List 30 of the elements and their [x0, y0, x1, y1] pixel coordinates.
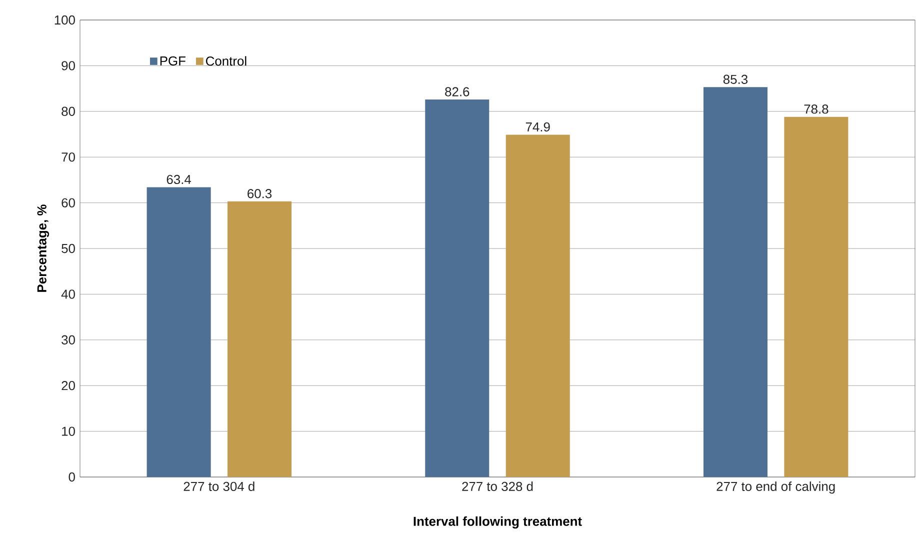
bar — [146, 187, 211, 477]
y-tick-label: 0 — [68, 472, 75, 482]
y-tick-label: 80 — [62, 106, 75, 116]
x-tick-label: 277 to 304 d — [184, 482, 254, 492]
bar — [506, 134, 570, 477]
bar — [784, 116, 848, 477]
data-label: 60.3 — [248, 189, 272, 198]
y-tick-label: 90 — [62, 61, 75, 70]
legend-label: Control — [206, 56, 246, 66]
y-tick-label: 20 — [62, 381, 75, 390]
legend-label: PGF — [160, 56, 186, 66]
y-tick-label: 10 — [62, 426, 75, 436]
data-label: 85.3 — [723, 74, 748, 84]
x-axis-title: Interval following treatment — [414, 516, 582, 529]
data-label: 78.8 — [804, 104, 828, 114]
data-label: 82.6 — [445, 87, 470, 96]
y-tick-label: 50 — [62, 244, 75, 254]
bar — [228, 201, 292, 477]
y-tick-label: 100 — [54, 15, 75, 25]
x-tick-label: 277 to end of calving — [716, 482, 835, 494]
x-tick-label: 277 to 328 d — [462, 482, 533, 492]
y-axis-title: Percentage, % — [37, 204, 50, 292]
y-tick-label: 30 — [62, 335, 75, 344]
y-tick-label: 70 — [62, 152, 75, 162]
data-label: 74.9 — [526, 122, 550, 132]
data-label: 63.4 — [166, 174, 192, 184]
y-tick-label: 40 — [61, 290, 75, 299]
bar — [703, 87, 768, 477]
y-tick-label: 60 — [62, 198, 75, 208]
bar — [425, 100, 490, 477]
